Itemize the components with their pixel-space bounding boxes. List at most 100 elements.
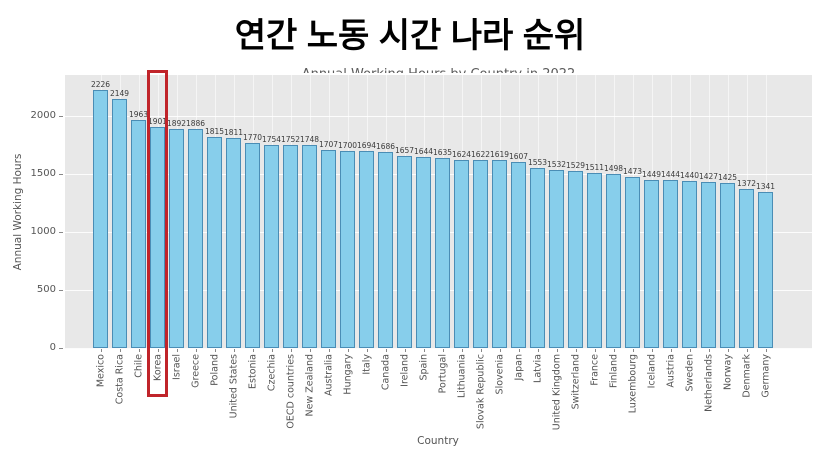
bar-value-label: 1511 bbox=[584, 162, 605, 172]
x-tick-label: Chile bbox=[133, 354, 144, 378]
x-tick-label: Portugal bbox=[437, 354, 448, 394]
x-tick-mark bbox=[613, 349, 615, 352]
x-tick-label: Slovenia bbox=[494, 354, 505, 395]
bar-value-label: 1694 bbox=[356, 141, 377, 151]
y-tick-mark bbox=[59, 232, 63, 233]
bar-value-label: 1607 bbox=[508, 151, 529, 161]
y-tick-mark bbox=[59, 348, 63, 349]
x-tick-label: Ireland bbox=[399, 354, 410, 387]
x-tick-mark bbox=[746, 349, 748, 352]
bar-value-label: 1532 bbox=[546, 160, 567, 170]
bar-value-label: 1449 bbox=[641, 169, 662, 179]
korea-highlight-box bbox=[147, 70, 168, 397]
x-tick-label: Estonia bbox=[247, 354, 258, 389]
bar-value-label: 1901 bbox=[147, 117, 168, 127]
x-tick-mark bbox=[518, 349, 520, 352]
x-tick-label: Australia bbox=[323, 354, 334, 397]
bar bbox=[245, 142, 260, 348]
x-tick-mark bbox=[100, 349, 102, 352]
bar bbox=[321, 149, 336, 348]
y-tick-mark bbox=[59, 174, 63, 175]
bar bbox=[644, 179, 659, 348]
x-tick-label: United Kingdom bbox=[551, 354, 562, 431]
x-tick-mark bbox=[708, 349, 710, 352]
bar-value-label: 1498 bbox=[603, 164, 624, 174]
x-tick-label: Greece bbox=[190, 354, 201, 388]
bar-value-label: 1440 bbox=[679, 170, 700, 180]
bar bbox=[302, 145, 317, 348]
bar bbox=[264, 144, 279, 348]
x-tick-mark bbox=[385, 349, 387, 352]
bar-value-label: 1635 bbox=[432, 148, 453, 158]
bar bbox=[758, 192, 773, 348]
bar bbox=[112, 98, 127, 348]
x-tick-mark bbox=[176, 349, 178, 352]
x-tick-label: Canada bbox=[380, 354, 391, 391]
y-tick-label: 2000 bbox=[30, 110, 56, 121]
x-tick-mark bbox=[347, 349, 349, 352]
bar-value-label: 1892 bbox=[166, 118, 187, 128]
bar bbox=[739, 188, 754, 348]
x-tick-mark bbox=[328, 349, 330, 352]
x-tick-label: Luxembourg bbox=[627, 354, 638, 414]
x-tick-mark bbox=[480, 349, 482, 352]
bar bbox=[492, 160, 507, 348]
bar bbox=[454, 159, 469, 348]
chart-title-text: Annual Working Hours by Country in 2022 bbox=[302, 65, 576, 73]
x-tick-mark bbox=[556, 349, 558, 352]
y-tick-label: 1500 bbox=[30, 168, 56, 179]
x-tick-label: Japan bbox=[513, 354, 524, 381]
x-tick-label: Iceland bbox=[646, 354, 657, 389]
x-tick-label: Denmark bbox=[741, 354, 752, 398]
x-tick-mark bbox=[689, 349, 691, 352]
x-tick-label: Costa Rica bbox=[114, 354, 125, 405]
bar bbox=[416, 157, 431, 348]
bar bbox=[226, 137, 241, 348]
bar bbox=[606, 174, 621, 348]
x-axis-label: Country bbox=[417, 435, 459, 447]
bar-value-label: 1770 bbox=[242, 132, 263, 142]
y-tick-mark bbox=[59, 116, 63, 117]
x-tick-label: Sweden bbox=[684, 354, 695, 392]
bar bbox=[473, 159, 488, 348]
x-tick-label: Mexico bbox=[95, 354, 106, 388]
x-tick-mark bbox=[271, 349, 273, 352]
bar-value-label: 2226 bbox=[90, 79, 111, 89]
x-tick-label: Italy bbox=[361, 354, 372, 375]
bar bbox=[93, 89, 108, 348]
x-tick-label: Norway bbox=[722, 354, 733, 391]
bar-value-label: 1754 bbox=[261, 134, 282, 144]
chart-title-clipped: Annual Working Hours by Country in 2022 bbox=[65, 63, 812, 73]
x-tick-label: Netherlands bbox=[703, 354, 714, 412]
bar-value-label: 1815 bbox=[204, 127, 225, 137]
x-tick-label: Czechia bbox=[266, 354, 277, 392]
x-tick-mark bbox=[404, 349, 406, 352]
x-tick-mark bbox=[670, 349, 672, 352]
bar-value-label: 1624 bbox=[451, 149, 472, 159]
bar-value-label: 1700 bbox=[337, 140, 358, 150]
x-tick-mark bbox=[138, 349, 140, 352]
bar bbox=[682, 180, 697, 348]
x-tick-label: United States bbox=[228, 354, 239, 419]
bar-value-label: 1427 bbox=[698, 172, 719, 182]
x-tick-mark bbox=[594, 349, 596, 352]
bar-value-label: 1686 bbox=[375, 142, 396, 152]
bar bbox=[397, 155, 412, 348]
bar bbox=[435, 158, 450, 348]
gridline-horizontal bbox=[65, 348, 812, 349]
x-tick-label: Israel bbox=[171, 354, 182, 380]
x-tick-mark bbox=[442, 349, 444, 352]
x-tick-label: New Zealand bbox=[304, 354, 315, 417]
bar bbox=[188, 129, 203, 348]
bar-value-label: 1444 bbox=[660, 170, 681, 180]
x-tick-mark bbox=[366, 349, 368, 352]
bar bbox=[701, 182, 716, 348]
bar-value-label: 1963 bbox=[128, 110, 149, 120]
bar bbox=[530, 167, 545, 348]
x-tick-mark bbox=[537, 349, 539, 352]
bar-value-label: 1529 bbox=[565, 160, 586, 170]
x-tick-label: Germany bbox=[760, 354, 771, 398]
bar-value-label: 1553 bbox=[527, 157, 548, 167]
x-tick-label: Slovak Republic bbox=[475, 354, 486, 430]
x-tick-mark bbox=[119, 349, 121, 352]
